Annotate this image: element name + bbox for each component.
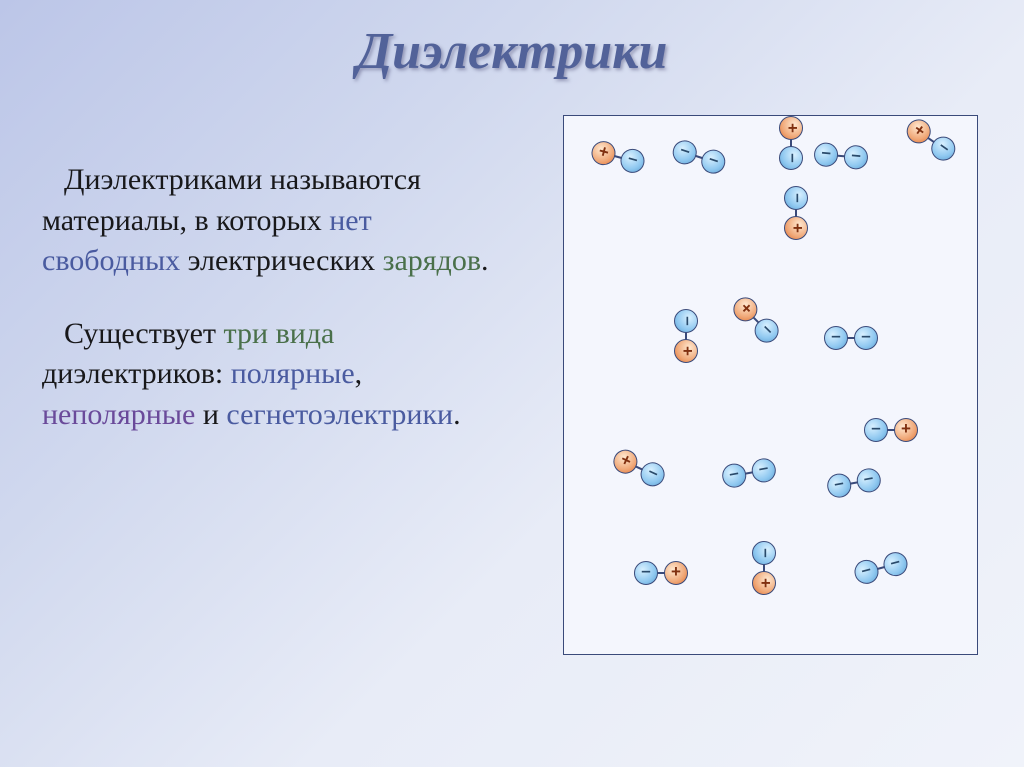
p2-t3: диэлектриков: (42, 357, 231, 390)
dipole (752, 541, 776, 595)
negative-ion (637, 458, 669, 490)
negative-ion (927, 132, 960, 165)
negative-ion (824, 326, 848, 350)
negative-ion (784, 186, 808, 210)
negative-ion (852, 557, 881, 586)
body-text: Диэлектриками называются материалы, в ко… (42, 160, 502, 467)
negative-ion (855, 466, 883, 494)
positive-ion (784, 216, 808, 240)
dipole (824, 326, 878, 350)
p2-t5: , (355, 357, 363, 390)
p2-t8-highlight: сегнетоэлектрики (226, 398, 453, 431)
negative-ion (750, 456, 778, 484)
positive-ion (609, 446, 641, 478)
positive-ion (674, 339, 698, 363)
p2-t9: . (453, 398, 461, 431)
negative-ion (813, 142, 839, 168)
p2-t1: Существует (64, 317, 224, 350)
negative-ion (843, 144, 869, 170)
p1-t3: электрических (180, 244, 382, 277)
positive-ion (664, 561, 688, 585)
negative-ion (674, 309, 698, 333)
positive-ion (589, 138, 618, 167)
positive-ion (752, 571, 776, 595)
dipole (813, 142, 869, 171)
negative-ion (854, 326, 878, 350)
dipole (779, 116, 803, 170)
paragraph-1: Диэлектриками называются материалы, в ко… (42, 160, 502, 282)
dipole (902, 115, 960, 166)
negative-ion (881, 549, 910, 578)
dipole-diagram (563, 115, 978, 655)
dipole (589, 138, 647, 175)
dipole (864, 418, 918, 442)
page-title: Диэлектрики (0, 22, 1024, 81)
negative-ion (618, 146, 647, 175)
p2-t2-highlight: три вида (224, 317, 335, 350)
dipole (609, 446, 668, 491)
dipole (674, 309, 698, 363)
negative-ion (698, 147, 728, 177)
paragraph-2: Существует три вида диэлектриков: полярн… (42, 314, 502, 436)
negative-ion (752, 541, 776, 565)
negative-ion (670, 137, 700, 167)
negative-ion (634, 561, 658, 585)
p2-t7: и (195, 398, 226, 431)
p1-t5: . (481, 244, 489, 277)
p1-t4-highlight: зарядов (383, 244, 481, 277)
negative-ion (720, 462, 748, 490)
dipole (728, 292, 783, 347)
positive-ion (902, 115, 935, 148)
p2-t4-highlight: полярные (231, 357, 355, 390)
dipole (720, 456, 777, 489)
p2-t6-highlight: неполярные (42, 398, 195, 431)
dipole (784, 186, 808, 240)
positive-ion (894, 418, 918, 442)
dipole (852, 549, 910, 586)
negative-ion (864, 418, 888, 442)
negative-ion (825, 472, 853, 500)
negative-ion (779, 146, 803, 170)
dipole (670, 137, 729, 177)
positive-ion (779, 116, 803, 140)
dipole (825, 466, 882, 499)
dipole (634, 561, 688, 585)
